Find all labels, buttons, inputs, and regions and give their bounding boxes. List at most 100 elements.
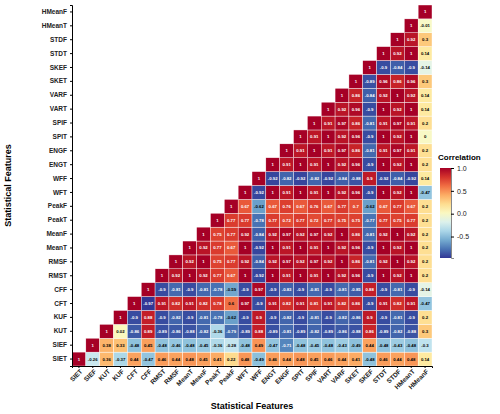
- heatmap-cell: [321, 352, 335, 366]
- heatmap-cell: [377, 144, 391, 158]
- cell-label: -0.84: [254, 259, 264, 264]
- cell-label: 1: [92, 343, 95, 348]
- heatmap-cell: [294, 199, 308, 213]
- cell-label: 0.67: [379, 204, 388, 209]
- cell-label: 1: [147, 287, 150, 292]
- heatmap-cell: [155, 283, 169, 297]
- y-tick-label: STDT: [50, 50, 67, 57]
- heatmap-cell: [294, 338, 308, 352]
- y-tick-mark: [70, 11, 72, 12]
- heatmap-cell: [294, 158, 308, 172]
- cell-label: 0.96: [407, 79, 416, 84]
- cell-label: 0.92: [379, 93, 388, 98]
- cell-label: 1: [396, 232, 399, 237]
- cell-label: 0.86: [352, 232, 361, 237]
- heatmap-cell: [363, 199, 377, 213]
- heatmap-cell: [252, 227, 266, 241]
- heatmap-cell: [252, 269, 266, 283]
- heatmap-cell: [127, 338, 141, 352]
- cell-label: 1: [327, 134, 330, 139]
- heatmap-cell: [280, 255, 294, 269]
- heatmap-cell: [252, 352, 266, 366]
- heatmap-cell: [321, 102, 335, 116]
- cell-label: -0.9: [324, 315, 332, 320]
- heatmap-cell: [390, 227, 404, 241]
- y-tick: CFF: [54, 286, 72, 293]
- cell-label: 1: [272, 273, 275, 278]
- heatmap-cell: [224, 199, 238, 213]
- cell-label: -0.81: [365, 259, 375, 264]
- x-tick: WFT: [235, 366, 250, 382]
- heatmap-cell: [252, 297, 266, 311]
- heatmap-cell: [224, 310, 238, 324]
- heatmap-cell: [86, 338, 100, 352]
- cell-label: 0.91: [282, 190, 291, 195]
- heatmap-cell: [183, 338, 197, 352]
- heatmap-cell: [404, 144, 418, 158]
- heatmap-cell: [141, 352, 155, 366]
- x-tick-label: CFT: [125, 368, 139, 382]
- y-tick-mark: [70, 220, 72, 221]
- heatmap-cell: [169, 283, 183, 297]
- colorbar-tick-label: 0.0: [457, 210, 467, 217]
- heatmap-cell: [169, 310, 183, 324]
- cell-label: 0.14: [421, 176, 430, 181]
- y-tick: SKET: [50, 77, 72, 84]
- cell-label: 0.92: [338, 245, 347, 250]
- cell-label: -0.9: [366, 273, 374, 278]
- heatmap-cell: [307, 186, 321, 200]
- heatmap-cell: [294, 255, 308, 269]
- heatmap-cell: [418, 199, 432, 213]
- heatmap-cell: [141, 338, 155, 352]
- cell-label: -0.9: [366, 134, 374, 139]
- heatmap-cell: [390, 269, 404, 283]
- cell-label: -0.82: [392, 329, 402, 334]
- heatmap-cell: [307, 241, 321, 255]
- cell-label: 0.97: [338, 121, 347, 126]
- cell-label: 1: [299, 245, 302, 250]
- heatmap-cell: [363, 213, 377, 227]
- cell-label: 0.91: [379, 148, 388, 153]
- cell-label: -0.9: [366, 245, 374, 250]
- cell-labels: 1-0.260.36-0.370.44-0.470.460.440.480.45…: [78, 9, 431, 361]
- heatmap-cell: [294, 297, 308, 311]
- heatmap-cell: [252, 324, 266, 338]
- cell-label: 0.91: [269, 301, 278, 306]
- cell-label: 0.97: [310, 259, 319, 264]
- cell-label: 0.3: [422, 329, 429, 334]
- cell-label: 0.82: [338, 301, 347, 306]
- cell-label: 1: [244, 245, 247, 250]
- cell-label: -0.62: [365, 204, 375, 209]
- y-tick-label: HMeanF: [42, 8, 67, 15]
- heatmap-cell: [307, 352, 321, 366]
- cell-label: 1: [382, 245, 385, 250]
- cell-label: -0.9: [158, 287, 166, 292]
- heatmap-cell: [114, 310, 128, 324]
- cell-label: 0.96: [352, 245, 361, 250]
- y-tick-label: CFT: [54, 300, 67, 307]
- heatmap-cell: [363, 227, 377, 241]
- cell-label: 0.02: [116, 329, 125, 334]
- cell-label: -0.9: [241, 287, 249, 292]
- heatmap-cell: [363, 283, 377, 297]
- cell-label: 0.2: [422, 273, 429, 278]
- heatmap-cell: [404, 19, 418, 33]
- heatmap-cell: [390, 47, 404, 61]
- cell-label: 0.2: [422, 315, 429, 320]
- x-tick-label: VART: [316, 368, 333, 385]
- x-tick: KUT: [97, 366, 111, 382]
- cell-label: -0.88: [351, 176, 361, 181]
- cell-label: -0.88: [351, 329, 361, 334]
- y-tick: SKEF: [50, 64, 72, 71]
- heatmap-cell: [377, 88, 391, 102]
- y-axis: SIETSIEFKUTKUFCFTCFFRMSTRMSFMeanTMeanFPe…: [42, 6, 73, 367]
- cell-label: -0.79: [226, 329, 236, 334]
- heatmap-cell: [224, 338, 238, 352]
- x-tick: SIEF: [82, 366, 97, 383]
- heatmap-cell: [335, 283, 349, 297]
- heatmap-cell: [252, 283, 266, 297]
- heatmap-cell: [363, 130, 377, 144]
- heatmap-cell: [266, 199, 280, 213]
- heatmap-cell: [252, 213, 266, 227]
- heatmap-cell: [363, 102, 377, 116]
